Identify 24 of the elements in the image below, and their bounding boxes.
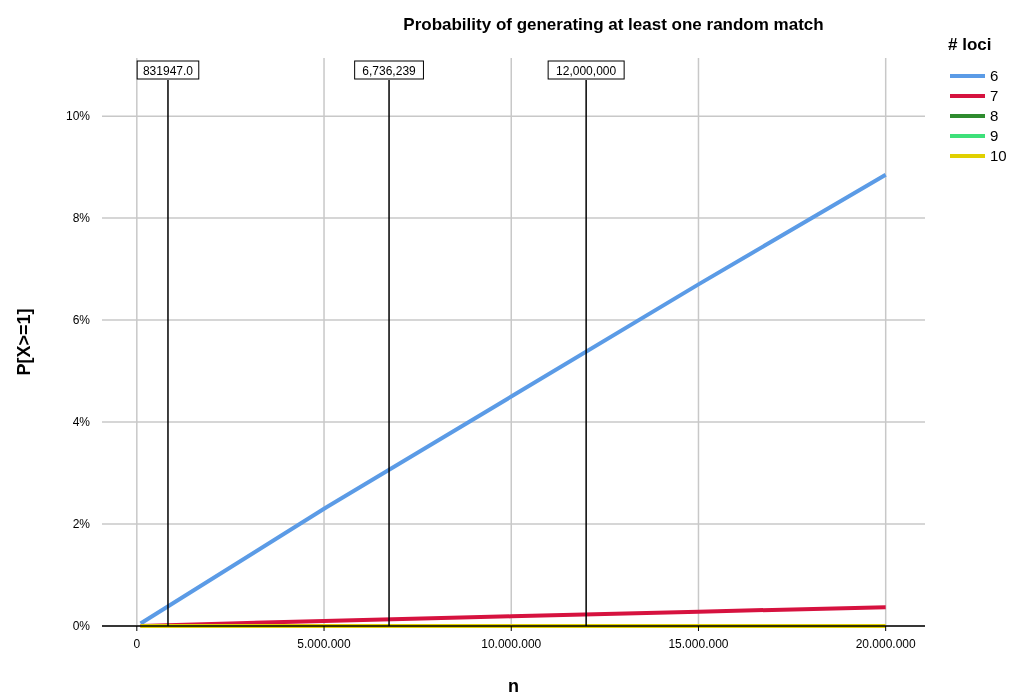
y-tick-label: 2% (72, 517, 91, 532)
chart-title: Probability of generating at least one random match (403, 15, 824, 34)
legend-label: 9 (990, 127, 999, 144)
ref-line-label: 6,736,239 (362, 64, 417, 78)
x-tick-label: 15.000.000 (668, 637, 729, 651)
y-tick-label: 4% (72, 415, 91, 430)
x-tick-label: 0 (133, 637, 141, 651)
y-tick-label: 0% (72, 619, 91, 633)
x-tick-label: 5.000.000 (297, 637, 352, 651)
ref-line-label: 12,000,000 (556, 64, 617, 78)
legend-title: # loci (948, 35, 992, 54)
legend-label: 8 (990, 107, 999, 124)
legend-label: 10 (990, 147, 1007, 164)
ref-line-label: 831947.0 (142, 64, 194, 78)
y-tick-label: 6% (72, 313, 91, 328)
x-axis-title: n (508, 676, 519, 695)
y-axis-title: P[X>=1] (14, 308, 34, 376)
line-series (138, 172, 888, 626)
legend-label: 6 (990, 67, 999, 84)
legend-label: 7 (990, 87, 999, 104)
y-tick-label: 10% (65, 109, 91, 124)
y-tick-label: 8% (72, 211, 91, 226)
x-tick-label: 20.000.000 (855, 637, 917, 651)
x-tick-label: 10.000.000 (481, 637, 542, 651)
